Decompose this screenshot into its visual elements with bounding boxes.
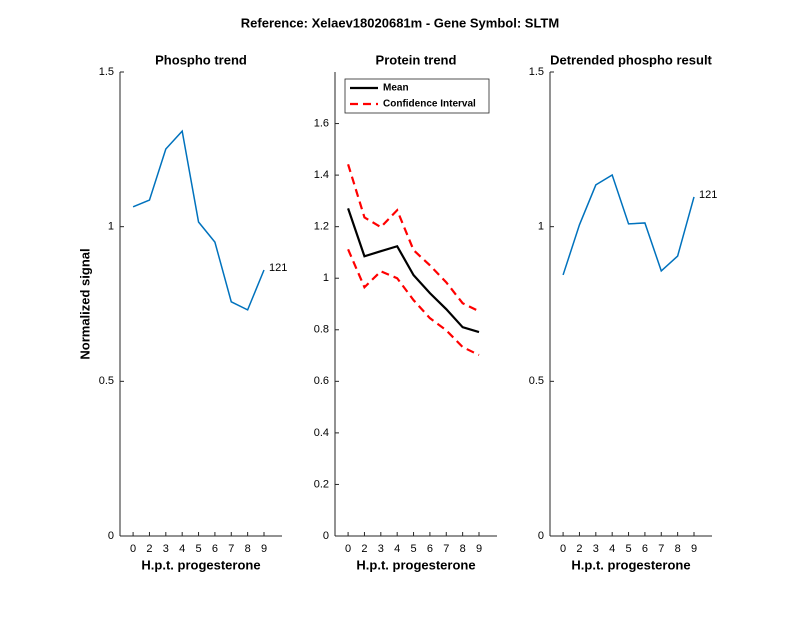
x-tick-label: 8 [245,543,251,555]
x-tick-label: 8 [675,543,681,555]
y-tick-label: 1.2 [314,221,329,233]
y-tick-label: 1.5 [99,66,114,78]
x-tick-label: 4 [394,543,400,555]
chart-title: Protein trend [376,52,457,67]
x-tick-label: 2 [361,543,367,555]
x-tick-label: 4 [609,543,615,555]
y-tick-label: 1 [108,221,114,233]
x-tick-label: 7 [658,543,664,555]
x-tick-label: 2 [576,543,582,555]
x-tick-label: 9 [261,543,267,555]
figure-title: Reference: Xelaev18020681m - Gene Symbol… [241,15,559,30]
x-tick-label: 3 [593,543,599,555]
x-tick-label: 9 [476,543,482,555]
legend-label: Mean [383,83,409,94]
x-tick-label: 5 [410,543,416,555]
x-tick-label: 3 [163,543,169,555]
x-tick-label: 7 [228,543,234,555]
x-tick-label: 5 [195,543,201,555]
y-tick-label: 0 [323,530,329,542]
y-tick-label: 1.4 [314,169,329,181]
x-tick-label: 0 [130,543,136,555]
x-tick-label: 6 [427,543,433,555]
annotation: 121 [699,189,717,201]
series-line [562,173,695,276]
x-tick-label: 8 [460,543,466,555]
x-tick-label: 2 [146,543,152,555]
x-axis-label: H.p.t. progesterone [356,557,475,572]
series-line [347,208,480,334]
x-tick-label: 0 [345,543,351,555]
y-tick-label: 0.5 [99,375,114,387]
x-tick-label: 9 [691,543,697,555]
series-line [347,248,480,357]
x-tick-label: 4 [179,543,185,555]
x-tick-label: 0 [560,543,566,555]
legend-box [344,78,490,114]
y-tick-label: 0.8 [314,324,329,336]
x-tick-label: 7 [443,543,449,555]
y-axis-label: Normalized signal [77,248,92,359]
y-tick-label: 1 [538,221,544,233]
y-tick-label: 0.4 [314,427,329,439]
y-tick-label: 1 [323,272,329,284]
y-tick-label: 1.6 [314,117,329,129]
series-line [132,129,265,311]
chart-title: Phospho trend [155,52,247,67]
y-tick-label: 1.5 [529,66,544,78]
y-tick-label: 0 [538,530,544,542]
chart-title: Detrended phospho result [550,52,712,67]
y-tick-label: 0.6 [314,375,329,387]
annotation: 121 [269,262,287,274]
y-tick-label: 0.5 [529,375,544,387]
x-axis-label: H.p.t. progesterone [141,557,260,572]
legend-label: Confidence Interval [383,99,476,110]
x-tick-label: 3 [378,543,384,555]
x-tick-label: 5 [625,543,631,555]
x-tick-label: 6 [642,543,648,555]
y-tick-label: 0.2 [314,478,329,490]
x-tick-label: 6 [212,543,218,555]
y-tick-label: 0 [108,530,114,542]
x-axis-label: H.p.t. progesterone [571,557,690,572]
